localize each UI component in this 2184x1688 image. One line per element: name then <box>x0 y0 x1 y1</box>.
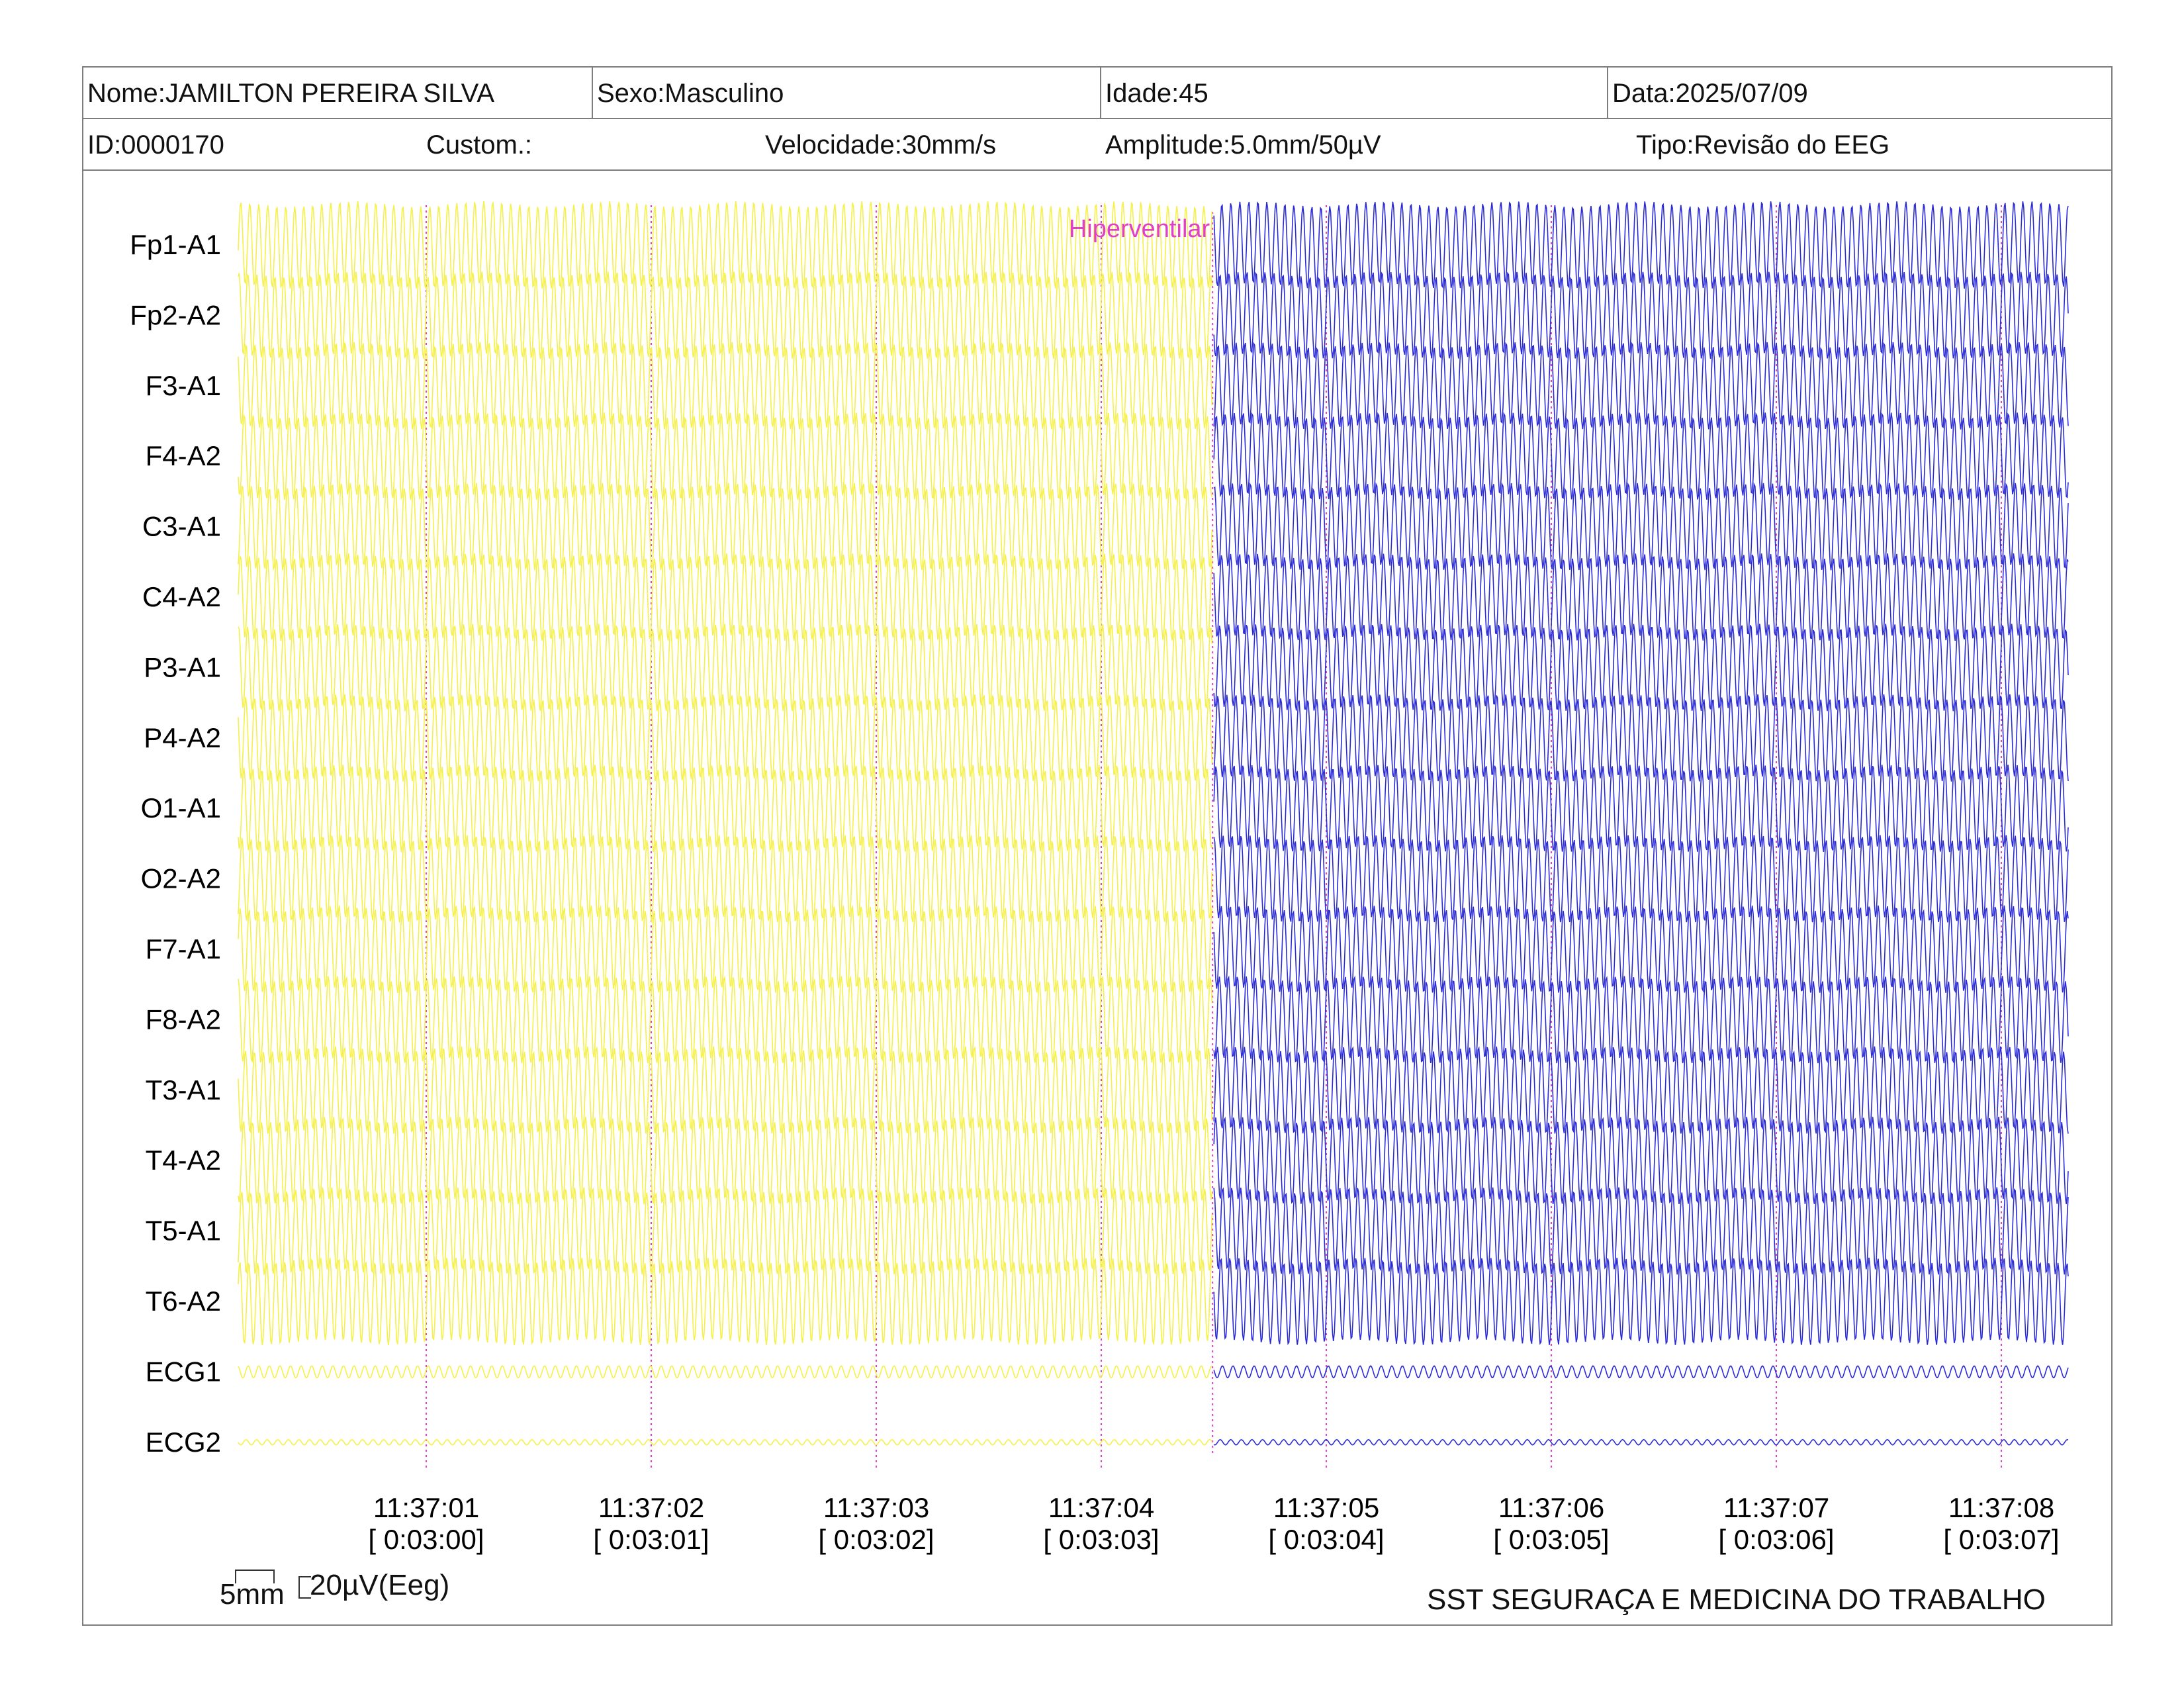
time-tick-elapsed: [ 0:03:05] <box>1493 1524 1609 1555</box>
time-tick-elapsed: [ 0:03:00] <box>368 1524 484 1555</box>
event-marker-label: Hiperventilar <box>1069 215 1210 243</box>
scale-bar-time-label: 5mm <box>220 1578 285 1611</box>
time-tick-clock: 11:37:02 <box>598 1492 704 1523</box>
trace-c4-a2-after <box>1213 553 2069 641</box>
scale-bar-amplitude-label: 20µV(Eeg) <box>310 1569 450 1601</box>
trace-f7-a1-after <box>1213 905 2069 994</box>
trace-p3-a1-before <box>238 624 1213 712</box>
trace-f8-a2-after <box>1213 975 2069 1064</box>
header-divider <box>1100 68 1101 119</box>
time-tick-elapsed: [ 0:03:03] <box>1043 1524 1159 1555</box>
channel-label: F4-A2 <box>146 440 221 471</box>
trace-p4-a2-before <box>238 694 1213 782</box>
trace-f7-a1-before <box>238 904 1213 994</box>
header-row-2: ID:0000170 Custom.: Velocidade:30mm/s Am… <box>83 119 2111 171</box>
trace-o2-a2-after <box>1213 835 2069 923</box>
trace-f3-a1-before <box>238 342 1213 430</box>
trace-ecg2-before <box>238 1438 1213 1446</box>
patient-age: Idade:45 <box>1105 79 1208 108</box>
trace-t6-a2-before <box>238 1258 1213 1346</box>
time-tick-elapsed: [ 0:03:02] <box>818 1524 934 1555</box>
scale-bar-time-mark <box>235 1570 275 1583</box>
patient-sex: Sexo:Masculino <box>597 79 784 108</box>
channel-label: F8-A2 <box>146 1004 221 1035</box>
channel-label: Fp2-A2 <box>130 299 221 330</box>
channel-label: Fp1-A1 <box>130 229 221 260</box>
time-grid <box>426 205 2002 1470</box>
channel-label: ECG2 <box>146 1427 221 1458</box>
channel-label: T6-A2 <box>146 1286 221 1317</box>
trace-p4-a2-after <box>1213 694 2069 782</box>
channel-label: F3-A1 <box>146 370 221 401</box>
trace-o1-a1-after <box>1213 765 2069 853</box>
time-tick-clock: 11:37:01 <box>373 1492 479 1523</box>
eeg-traces <box>238 201 2069 1446</box>
time-tick-clock: 11:37:06 <box>1498 1492 1604 1523</box>
channel-label: T3-A1 <box>146 1074 221 1105</box>
speed-setting: Velocidade:30mm/s <box>765 130 997 160</box>
amplitude-setting: Amplitude:5.0mm/50µV <box>1105 130 1381 160</box>
channel-label: T4-A2 <box>146 1145 221 1176</box>
patient-id: ID:0000170 <box>87 130 224 160</box>
time-tick-clock: 11:37:05 <box>1273 1492 1379 1523</box>
custom-field: Custom.: <box>426 130 533 160</box>
time-tick-clock: 11:37:04 <box>1048 1492 1154 1523</box>
channel-label: P3-A1 <box>144 651 221 682</box>
exam-date: Data:2025/07/09 <box>1612 79 1808 108</box>
channel-label: C3-A1 <box>142 511 221 542</box>
trace-f3-a1-after <box>1213 342 2069 430</box>
trace-fp2-a2-after <box>1213 271 2069 359</box>
trace-fp2-a2-before <box>238 271 1213 359</box>
channel-label: T5-A1 <box>146 1215 221 1246</box>
trace-p3-a1-after <box>1213 624 2069 712</box>
patient-name: Nome:JAMILTON PEREIRA SILVA <box>87 79 494 108</box>
time-axis: 11:37:01[ 0:03:00] 11:37:02[ 0:03:01] 11:3… <box>368 1492 2059 1555</box>
trace-o2-a2-before <box>238 835 1213 923</box>
trace-t3-a1-before <box>238 1046 1213 1134</box>
trace-t4-a2-before <box>238 1116 1213 1205</box>
trace-t4-a2-after <box>1213 1117 2069 1205</box>
header-row-1: Nome:JAMILTON PEREIRA SILVA Sexo:Masculi… <box>83 68 2111 119</box>
trace-ecg1-after <box>1213 1365 2069 1379</box>
trace-c3-a1-before <box>238 482 1213 571</box>
institution-name: SST SEGURAÇA E MEDICINA DO TRABALHO <box>1427 1583 2046 1616</box>
scale-bar <box>235 1570 311 1599</box>
trace-f4-a2-before <box>238 412 1213 500</box>
trace-c3-a1-after <box>1213 482 2069 571</box>
time-tick-elapsed: [ 0:03:07] <box>1943 1524 2059 1555</box>
trace-o1-a1-before <box>238 765 1213 853</box>
channel-label: O1-A1 <box>141 792 221 823</box>
trace-ecg2-after <box>1213 1438 2069 1446</box>
exam-type: Tipo:Revisão do EEG <box>1636 130 1890 160</box>
trace-t6-a2-after <box>1213 1257 2069 1346</box>
time-tick-clock: 11:37:07 <box>1723 1492 1829 1523</box>
trace-f4-a2-after <box>1213 412 2069 500</box>
channel-label: P4-A2 <box>144 722 221 753</box>
channel-label: C4-A2 <box>142 581 221 612</box>
channel-label: ECG1 <box>146 1356 221 1387</box>
scale-bar-amplitude-mark <box>298 1576 311 1599</box>
time-tick-elapsed: [ 0:03:04] <box>1268 1524 1384 1555</box>
trace-t5-a1-after <box>1213 1187 2069 1275</box>
trace-t5-a1-before <box>238 1187 1213 1275</box>
header-divider <box>1607 68 1608 119</box>
channel-labels: Fp1-A1 Fp2-A2 F3-A1 F4-A2 C3-A1 C4-A2 P3-A1 P4-… <box>130 229 221 1458</box>
trace-ecg1-before <box>238 1365 1212 1379</box>
header-divider <box>592 68 593 119</box>
time-tick-elapsed: [ 0:03:01] <box>593 1524 709 1555</box>
trace-t3-a1-after <box>1213 1046 2069 1134</box>
time-tick-clock: 11:37:08 <box>1948 1492 2054 1523</box>
trace-fp1-a1-after <box>1213 201 2069 289</box>
time-tick-elapsed: [ 0:03:06] <box>1718 1524 1834 1555</box>
trace-c4-a2-before <box>238 553 1213 641</box>
channel-label: O2-A2 <box>141 863 221 894</box>
report-frame: Nome:JAMILTON PEREIRA SILVA Sexo:Masculi… <box>82 66 2113 1626</box>
trace-fp1-a1-before <box>238 201 1213 289</box>
time-tick-clock: 11:37:03 <box>823 1492 929 1523</box>
trace-f8-a2-before <box>238 975 1213 1064</box>
channel-label: F7-A1 <box>146 933 221 964</box>
